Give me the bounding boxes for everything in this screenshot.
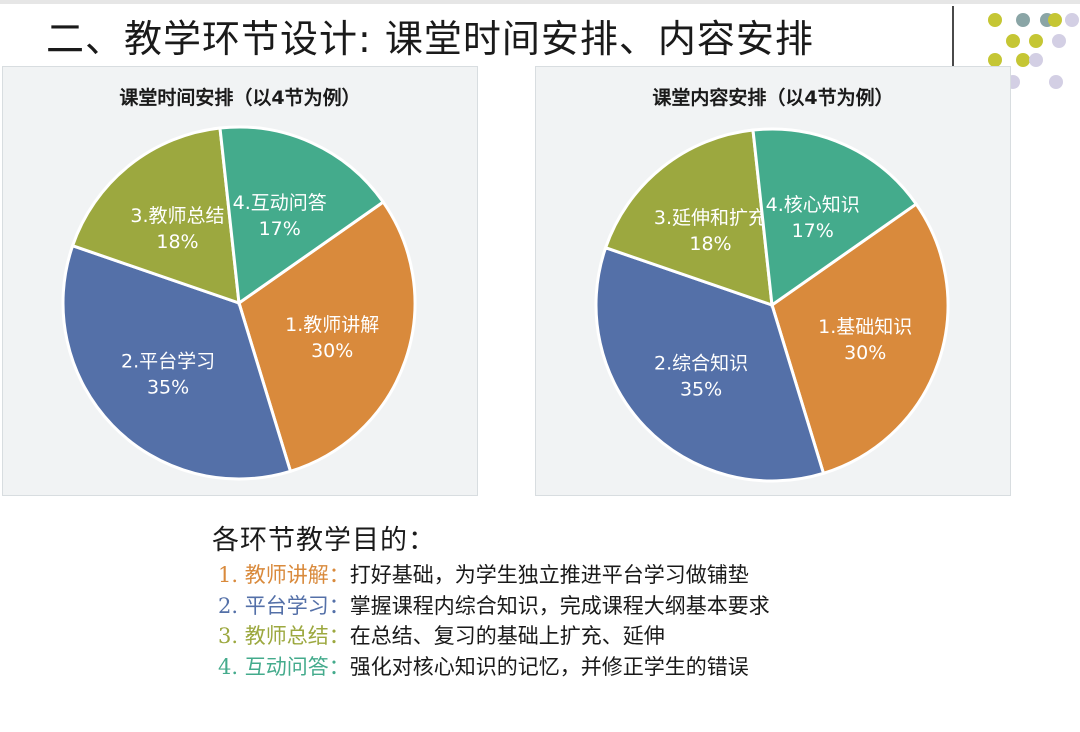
content-chart-title: 课堂内容安排（以4节为例） [652,87,894,109]
decor-dot [988,13,1002,27]
purpose-desc: 在总结、复习的基础上扩充、延伸 [349,624,665,648]
pie-slice [218,125,386,306]
content-allocation-panel: 课堂内容安排（以4节为例） 1.基础知识 30% 2.综合知识 35% 3.延伸和扩充 1… [535,66,1011,496]
content-pie-chart: 1.基础知识 30% 2.综合知识 35% 3.延伸和扩充 18% 4.核心知识 17% [594,127,950,483]
decor-dot [1016,53,1030,67]
purpose-item: 4. 互动问答：强化对核心知识的记忆，并修正学生的错误 [218,652,770,683]
decor-dot [1029,53,1043,67]
pie-slice [751,127,919,308]
time-pie-chart: 1.教师讲解 30% 2.平台学习 35% 3.教师总结 18% 4.互动问答 17% [61,125,417,481]
slice-name-label: 4.核心知识 [766,194,860,216]
title-divider [952,6,954,114]
purpose-label: 2. 平台学习： [218,593,350,618]
purpose-item: 3. 教师总结：在总结、复习的基础上扩充、延伸 [218,621,770,652]
purpose-label: 3. 教师总结： [218,624,350,648]
decor-dot [1016,13,1030,27]
purpose-list: 1. 教师讲解：打好基础，为学生独立推进平台学习做铺垫 2. 平台学习：掌握课程… [218,560,770,682]
slice-name-label: 1.教师讲解 [285,314,379,336]
decor-dot [1065,13,1079,27]
purpose-desc: 打好基础，为学生独立推进平台学习做铺垫 [349,563,749,587]
slice-value-label: 18% [156,231,198,253]
top-rule [0,0,1080,4]
pie-slice [61,243,293,481]
decor-dot [1052,34,1066,48]
decor-dot [1049,75,1063,89]
time-chart-title: 课堂时间安排（以4节为例） [119,87,361,109]
slice-value-label: 35% [680,379,722,401]
slice-name-label: 2.综合知识 [654,353,748,375]
purpose-desc: 掌握课程内综合知识，完成课程大纲基本要求 [349,593,770,618]
slice-value-label: 17% [259,218,301,240]
slice-name-label: 4.互动问答 [233,192,327,214]
decor-dot [1048,13,1062,27]
slice-value-label: 30% [311,340,353,362]
slice-name-label: 1.基础知识 [818,316,912,338]
purpose-label: 1. 教师讲解： [218,563,350,587]
slice-name-label: 3.延伸和扩充 [654,207,767,229]
decor-dot [1029,34,1043,48]
slice-name-label: 3.教师总结 [130,205,224,227]
slice-value-label: 18% [689,233,731,255]
slice-value-label: 17% [792,220,834,242]
purpose-item: 2. 平台学习：掌握课程内综合知识，完成课程大纲基本要求 [218,591,770,622]
pie-slice [237,199,417,474]
slice-name-label: 2.平台学习 [121,351,215,373]
time-allocation-panel: 课堂时间安排（以4节为例） 1.教师讲解 30% 2.平台学习 35% 3.教师总结 18… [2,66,478,496]
purpose-item: 1. 教师讲解：打好基础，为学生独立推进平台学习做铺垫 [218,560,770,591]
pie-slice [770,201,950,476]
purpose-heading: 各环节教学目的： [212,525,436,556]
purpose-label: 4. 互动问答： [218,654,350,679]
slice-value-label: 30% [844,342,886,364]
slide-title: 二、教学环节设计: 课堂时间安排、内容安排 [46,17,814,61]
purpose-desc: 强化对核心知识的记忆，并修正学生的错误 [349,654,749,679]
pie-slice [603,128,774,308]
pie-slice [594,245,826,483]
decor-dot [988,53,1002,67]
slice-value-label: 35% [147,377,189,399]
decor-dot [1006,34,1020,48]
pie-slice [70,126,241,306]
